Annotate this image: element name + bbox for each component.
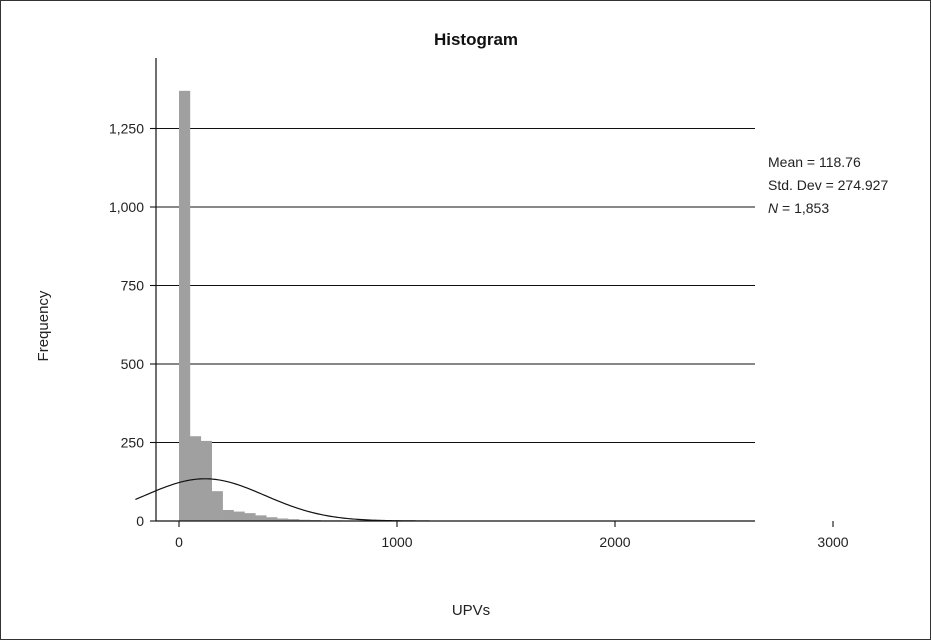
histogram-bar-0 (179, 90, 191, 521)
histogram-bar-11 (298, 519, 311, 521)
stat-n: N = 1,853 (768, 200, 829, 216)
histogram-bar-4 (222, 510, 234, 521)
histogram-bar-7 (255, 515, 267, 521)
histogram-bar-10 (288, 519, 300, 521)
stat-mean: Mean = 118.76 (768, 154, 861, 170)
y-tick-label-3: 750 (121, 278, 145, 294)
stat-n-value: = 1,853 (778, 200, 829, 216)
x-tick-label-0: 0 (175, 534, 183, 550)
histogram-bar-2 (200, 440, 212, 521)
x-tick-label-1: 1000 (381, 534, 412, 550)
histogram-bar-3 (211, 491, 223, 521)
histogram-bar-6 (244, 513, 256, 521)
y-tick-label-4: 1,000 (109, 199, 144, 215)
y-tick-label-0: 0 (136, 513, 144, 529)
x-tick-label-3: 3000 (817, 534, 848, 550)
x-ticks: 010002000300040005000 (175, 521, 849, 550)
stats-box: Mean = 118.76 Std. Dev = 274.927 N = 1,8… (768, 154, 888, 216)
gridlines (156, 127, 755, 444)
x-axis-title: UPVs (452, 602, 490, 619)
y-axis-title: Frequency (35, 290, 52, 361)
chart-title: Histogram (434, 30, 518, 49)
y-tick-label-5: 1,250 (109, 121, 144, 137)
histogram-bars (179, 90, 430, 521)
x-tick-label-2: 2000 (599, 534, 630, 550)
y-tick-label-1: 250 (121, 435, 145, 451)
stat-n-label: N (768, 200, 779, 216)
histogram-bar-9 (277, 518, 289, 521)
y-tick-label-2: 500 (121, 356, 145, 372)
y-ticks: 0 250 500 750 1,000 1,250 (109, 121, 156, 529)
histogram-bar-5 (233, 511, 245, 521)
histogram-bar-8 (266, 517, 278, 521)
stat-std-dev: Std. Dev = 274.927 (768, 177, 888, 193)
histogram-bar-1 (189, 436, 202, 521)
